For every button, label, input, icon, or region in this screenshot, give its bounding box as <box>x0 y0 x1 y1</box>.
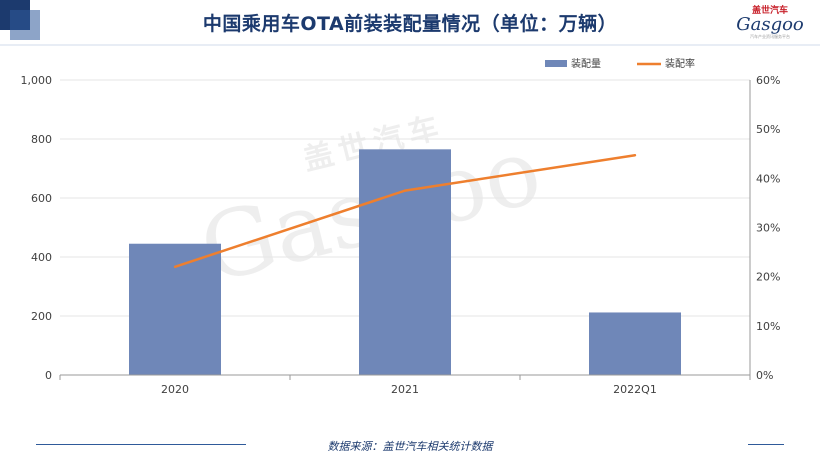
x-tick-label: 2021 <box>391 383 419 396</box>
axis-layer: 0 200 400 600 800 1,000 0% 10% 20% 30% 40% 50% 60% 20… <box>21 74 781 396</box>
corner-decoration-overlay <box>10 10 40 40</box>
line-layer <box>173 153 637 269</box>
legend-swatch-bar <box>545 60 567 67</box>
legend-layer: 装配量 装配率 <box>545 57 695 70</box>
title-divider <box>0 44 820 46</box>
y-right-tick-label: 0% <box>756 369 773 382</box>
page-title: 中国乘用车OTA前装装配量情况（单位：万辆） <box>202 13 618 35</box>
x-tick-label: 2022Q1 <box>613 383 657 396</box>
legend-label-bar: 装配量 <box>571 57 601 70</box>
y-left-tick-label: 400 <box>31 251 52 264</box>
logo-cn-text: 盖世汽车 <box>751 6 788 16</box>
x-tick-label: 2020 <box>161 383 189 396</box>
y-left-tick-label: 600 <box>31 192 52 205</box>
line-point-2021 <box>403 189 407 192</box>
bar-2021 <box>359 149 451 375</box>
bar-2022Q1 <box>589 312 681 375</box>
footer-line-right <box>748 444 784 445</box>
y-right-tick-label: 20% <box>756 271 780 284</box>
y-right-tick-label: 40% <box>756 172 780 185</box>
y-left-tick-label: 800 <box>31 133 52 146</box>
logo-en-text: Gasgoo <box>736 14 804 35</box>
y-right-tick-label: 10% <box>756 320 780 333</box>
logo-subtitle: 汽车产业资讯服务平台 <box>750 34 790 39</box>
legend-label-line: 装配率 <box>665 57 695 70</box>
y-left-tick-label: 0 <box>45 369 52 382</box>
y-right-tick-label: 50% <box>756 123 780 136</box>
y-right-tick-label: 60% <box>756 74 780 87</box>
y-left-tick-label: 200 <box>31 310 52 323</box>
line-point-2020 <box>173 265 177 269</box>
footer-line-left <box>36 444 246 445</box>
line-point-2022Q1 <box>633 154 637 157</box>
y-left-tick-label: 1,000 <box>21 74 53 87</box>
gasgoo-logo: 盖世汽车 Gasgoo 汽车产业资讯服务平台 <box>730 6 810 39</box>
ota-chart: 0 200 400 600 800 1,000 0% 10% 20% 30% 40% 50% 60% 20… <box>21 57 781 396</box>
data-source: 数据来源：盖世汽车相关统计数据 <box>327 440 493 453</box>
bar-layer <box>129 149 681 375</box>
y-right-tick-label: 30% <box>756 222 780 235</box>
bar-2020 <box>129 243 221 375</box>
